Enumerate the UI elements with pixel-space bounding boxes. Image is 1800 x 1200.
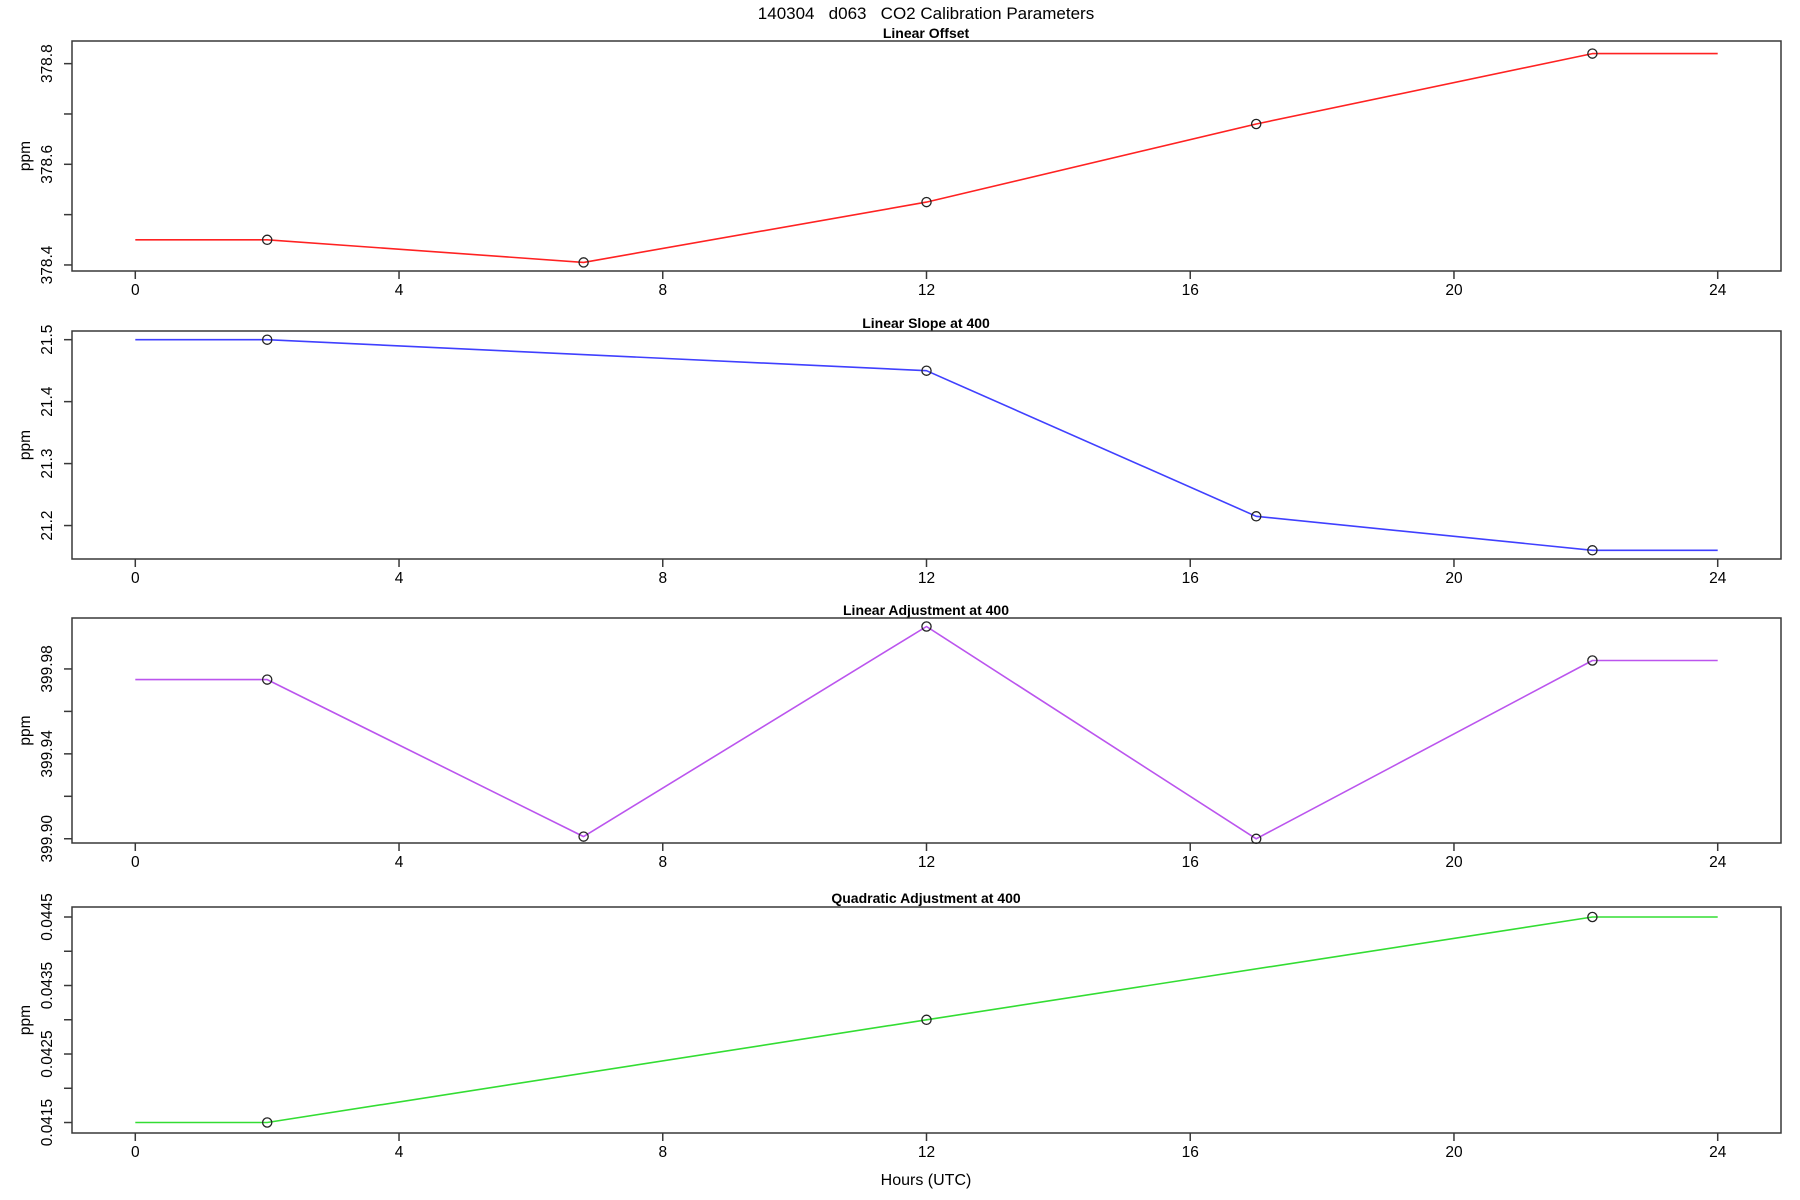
figure-title: 140304 d063 CO2 Calibration Parameters <box>757 4 1095 23</box>
x-tick-label: 4 <box>395 854 404 871</box>
y-tick-label: 0.0425 <box>39 1030 56 1077</box>
data-point-marker <box>1587 911 1598 923</box>
x-tick-label: 4 <box>395 1144 404 1161</box>
x-tick-label: 4 <box>395 570 404 587</box>
data-point-marker <box>578 831 589 842</box>
x-tick-label: 16 <box>1182 1144 1199 1161</box>
data-point-marker <box>1250 118 1262 130</box>
data-point-marker <box>261 1117 273 1128</box>
y-axis-label: ppm <box>17 1005 34 1035</box>
x-tick-label: 8 <box>658 282 667 299</box>
axis-box <box>71 617 1782 844</box>
x-tick-label: 12 <box>918 1144 935 1161</box>
data-point-marker <box>1250 511 1262 522</box>
data-point-marker <box>921 621 932 632</box>
series-line <box>135 52 1718 264</box>
x-tick-label: 16 <box>1182 282 1199 299</box>
x-axis-title: Hours (UTC) <box>880 1172 972 1189</box>
data-point-marker <box>261 674 273 685</box>
series-line <box>135 338 1718 552</box>
x-tick-label: 24 <box>1709 854 1727 871</box>
x-tick-label: 4 <box>395 282 404 299</box>
x-tick-label: 20 <box>1445 282 1463 299</box>
x-tick-label: 16 <box>1182 570 1199 587</box>
panel-title-linear-offset: Linear Offset <box>882 25 970 41</box>
y-axis-label: ppm <box>17 141 34 171</box>
x-tick-label: 12 <box>918 570 935 587</box>
x-tick-label: 20 <box>1445 570 1463 587</box>
y-tick-label: 0.0435 <box>39 962 56 1009</box>
x-tick-label: 20 <box>1445 854 1463 871</box>
x-tick-label: 12 <box>918 854 935 871</box>
y-tick-label: 399.98 <box>39 645 56 692</box>
x-tick-label: 16 <box>1182 854 1199 871</box>
y-tick-label: 0.0415 <box>39 1099 56 1146</box>
y-tick-label: 378.8 <box>39 44 56 83</box>
x-tick-label: 0 <box>131 282 140 299</box>
y-tick-label: 21.2 <box>39 510 56 540</box>
x-tick-label: 8 <box>658 1144 667 1161</box>
data-point-marker <box>261 334 273 345</box>
data-point-marker <box>261 234 273 246</box>
axis-box <box>71 330 1782 560</box>
y-tick-label: 378.4 <box>39 245 56 284</box>
x-tick-label: 24 <box>1709 282 1727 299</box>
panel-title-linear-adjustment: Linear Adjustment at 400 <box>843 602 1009 618</box>
data-point-marker <box>1587 655 1598 666</box>
panel-title-linear-slope: Linear Slope at 400 <box>862 315 990 331</box>
y-tick-label: 21.4 <box>39 386 56 417</box>
y-axis-label: ppm <box>17 715 34 745</box>
series-line <box>135 916 1718 1124</box>
x-tick-label: 8 <box>658 570 667 587</box>
data-point-marker <box>921 1014 932 1026</box>
data-point-marker <box>921 196 932 208</box>
y-tick-label: 21.3 <box>39 449 56 479</box>
y-tick-label: 378.6 <box>39 145 56 184</box>
y-axis-label: ppm <box>17 430 34 460</box>
x-tick-label: 0 <box>131 854 140 871</box>
panel-title-quadratic-adjustment: Quadratic Adjustment at 400 <box>831 890 1021 906</box>
y-tick-label: 399.94 <box>39 730 56 778</box>
y-tick-label: 21.5 <box>39 325 56 355</box>
y-tick-label: 399.90 <box>39 815 56 863</box>
x-tick-label: 0 <box>131 570 140 587</box>
x-tick-label: 12 <box>918 282 935 299</box>
series-line <box>135 625 1718 840</box>
data-point-marker <box>1250 833 1262 845</box>
data-point-marker <box>1587 48 1598 59</box>
x-tick-label: 24 <box>1709 570 1727 587</box>
y-tick-label: 0.0445 <box>39 893 56 940</box>
x-tick-label: 24 <box>1709 1144 1727 1161</box>
axis-box <box>71 40 1782 272</box>
x-tick-label: 20 <box>1445 1144 1463 1161</box>
x-tick-label: 8 <box>658 854 667 871</box>
x-tick-label: 0 <box>131 1144 140 1161</box>
data-point-marker <box>578 257 589 268</box>
data-point-marker <box>1587 545 1598 556</box>
data-point-marker <box>921 365 932 376</box>
